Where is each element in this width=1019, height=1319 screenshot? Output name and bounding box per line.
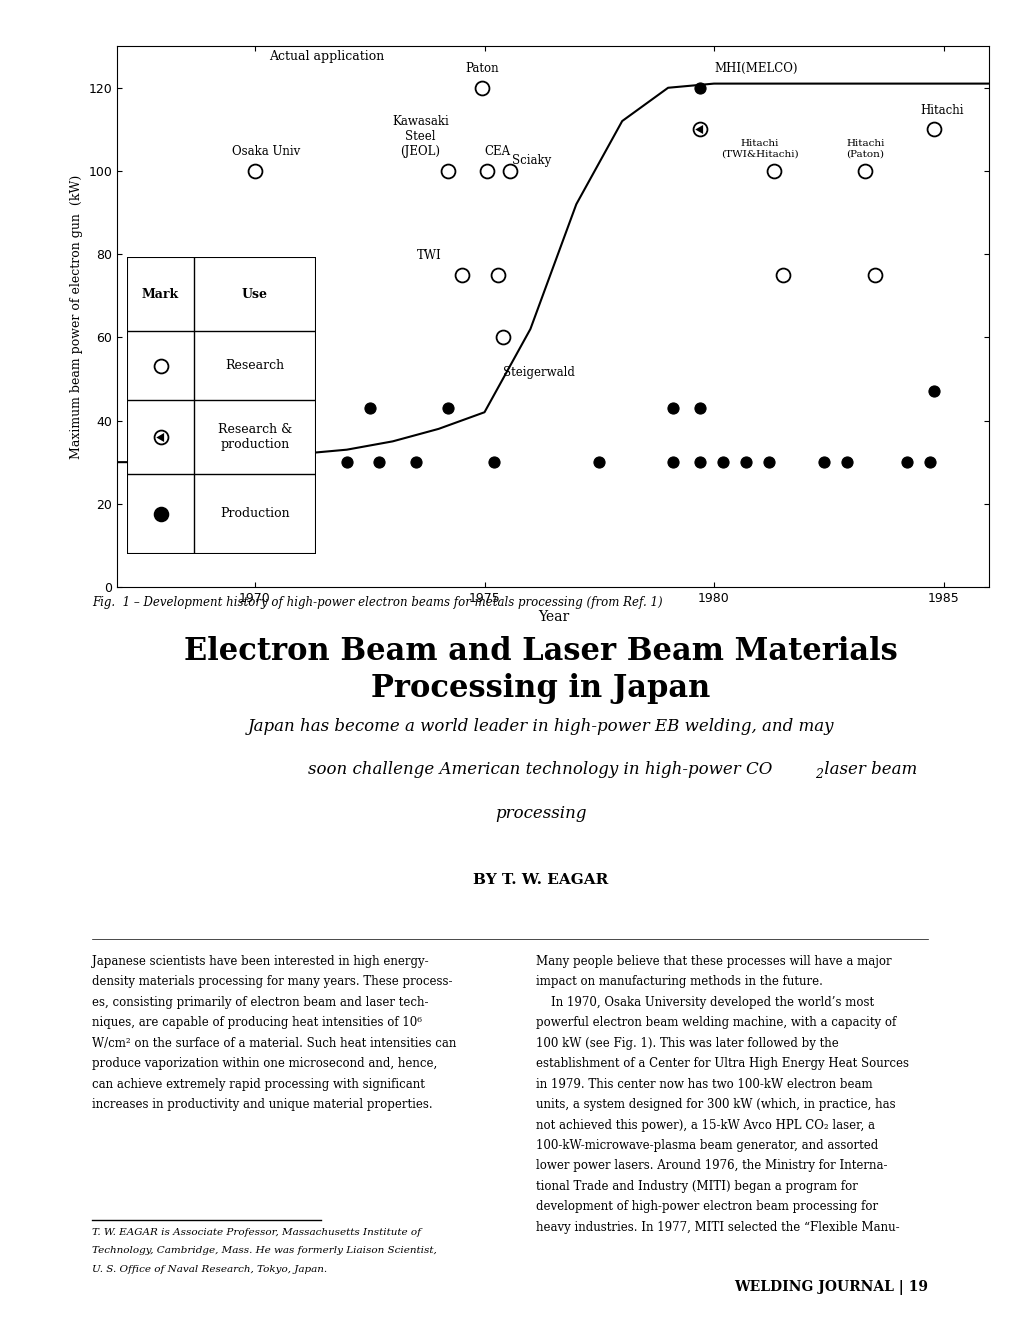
Text: 100-kW-microwave-plasma beam generator, and assorted: 100-kW-microwave-plasma beam generator, … [535,1138,877,1151]
Text: MHI(MELCO): MHI(MELCO) [713,62,797,75]
Text: WELDING JOURNAL | 19: WELDING JOURNAL | 19 [734,1281,927,1295]
Text: establishment of a Center for Ultra High Energy Heat Sources: establishment of a Center for Ultra High… [535,1058,908,1070]
Text: Production: Production [220,508,289,521]
Text: Sciaky: Sciaky [512,154,550,166]
Text: Osaka Univ: Osaka Univ [232,145,300,158]
Text: U. S. Office of Naval Research, Tokyo, Japan.: U. S. Office of Naval Research, Tokyo, J… [92,1265,327,1274]
Text: Actual application: Actual application [268,50,383,63]
Text: Research &
production: Research & production [217,423,291,451]
Text: Japanese scientists have been interested in high energy-: Japanese scientists have been interested… [92,955,428,968]
Text: Kawasaki
Steel
(JEOL): Kawasaki Steel (JEOL) [391,116,448,158]
Text: Use: Use [242,288,268,301]
Text: Steigerwald: Steigerwald [502,367,574,380]
Text: BY T. W. EAGAR: BY T. W. EAGAR [473,873,607,888]
Text: units, a system designed for 300 kW (which, in practice, has: units, a system designed for 300 kW (whi… [535,1097,895,1111]
Text: TWI: TWI [417,249,441,262]
Text: T. W. EAGAR is Associate Professor, Massachusetts Institute of: T. W. EAGAR is Associate Professor, Mass… [92,1228,421,1237]
Text: Mark: Mark [142,288,179,301]
Text: Processing in Japan: Processing in Japan [371,673,709,704]
Text: In 1970, Osaka University developed the world’s most: In 1970, Osaka University developed the … [535,996,872,1009]
Text: produce vaporization within one microsecond and, hence,: produce vaporization within one microsec… [92,1058,436,1070]
Text: in 1979. This center now has two 100-kW electron beam: in 1979. This center now has two 100-kW … [535,1078,871,1091]
Text: Fig.  1 – Development history of high-power electron beams for metals processing: Fig. 1 – Development history of high-pow… [92,596,661,609]
Text: impact on manufacturing methods in the future.: impact on manufacturing methods in the f… [535,976,821,988]
Text: increases in productivity and unique material properties.: increases in productivity and unique mat… [92,1097,432,1111]
Text: lower power lasers. Around 1976, the Ministry for Interna-: lower power lasers. Around 1976, the Min… [535,1159,887,1173]
Text: laser beam: laser beam [818,761,916,778]
Text: processing: processing [494,805,586,822]
Text: can achieve extremely rapid processing with significant: can achieve extremely rapid processing w… [92,1078,424,1091]
Text: Paton: Paton [465,62,498,75]
Text: Hitachi
(TWI&Hitachi): Hitachi (TWI&Hitachi) [720,138,798,158]
Text: Japan has become a world leader in high-power EB welding, and may: Japan has become a world leader in high-… [248,718,834,735]
Text: es, consisting primarily of electron beam and laser tech-: es, consisting primarily of electron bea… [92,996,428,1009]
Text: W/cm² on the surface of a material. Such heat intensities can: W/cm² on the surface of a material. Such… [92,1037,455,1050]
Text: Technology, Cambridge, Mass. He was formerly Liaison Scientist,: Technology, Cambridge, Mass. He was form… [92,1246,436,1256]
Text: Hitachi: Hitachi [920,104,963,117]
Y-axis label: Maximum beam power of electron gun  (kW): Maximum beam power of electron gun (kW) [70,174,83,459]
Text: soon challenge American technology in high-power CO: soon challenge American technology in hi… [308,761,772,778]
Text: Electron Beam and Laser Beam Materials: Electron Beam and Laser Beam Materials [183,636,897,667]
Text: Many people believe that these processes will have a major: Many people believe that these processes… [535,955,891,968]
Text: CEA: CEA [484,145,511,158]
Text: Hitachi
(Paton): Hitachi (Paton) [846,138,883,158]
Text: powerful electron beam welding machine, with a capacity of: powerful electron beam welding machine, … [535,1016,895,1029]
Text: heavy industries. In 1977, MITI selected the “Flexible Manu-: heavy industries. In 1977, MITI selected… [535,1221,898,1233]
Text: 2: 2 [814,768,822,781]
Text: Research: Research [225,359,284,372]
Text: density materials processing for many years. These process-: density materials processing for many ye… [92,976,451,988]
X-axis label: Year: Year [537,611,569,624]
Text: not achieved this power), a 15-kW Avco HPL CO₂ laser, a: not achieved this power), a 15-kW Avco H… [535,1119,873,1132]
Text: tional Trade and Industry (MITI) began a program for: tional Trade and Industry (MITI) began a… [535,1179,857,1192]
Text: 100 kW (see Fig. 1). This was later followed by the: 100 kW (see Fig. 1). This was later foll… [535,1037,838,1050]
Text: niques, are capable of producing heat intensities of 10⁶: niques, are capable of producing heat in… [92,1016,422,1029]
Text: development of high-power electron beam processing for: development of high-power electron beam … [535,1200,876,1213]
